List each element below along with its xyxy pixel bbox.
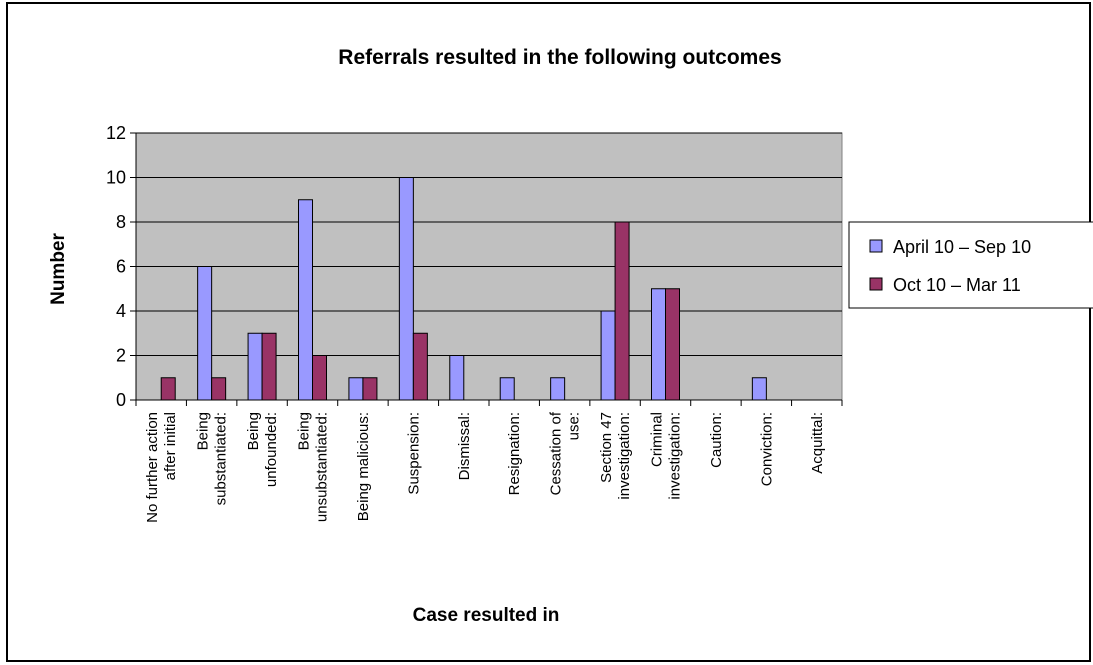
bar: [665, 288, 680, 401]
legend: April 10 – Sep 10 Oct 10 – Mar 11: [848, 221, 1093, 309]
bar: [449, 355, 465, 401]
y-tick-label: 2: [116, 346, 126, 366]
bar: [614, 221, 630, 401]
y-tick-label: 6: [116, 257, 126, 277]
x-category-label: investigation:: [667, 412, 684, 500]
x-category-label: Being: [245, 412, 262, 450]
plot-area: 0 2 4 6 8 10 12 No further action after initial B…: [106, 123, 843, 523]
bar: [348, 377, 364, 401]
x-category-label: Acquittal:: [809, 412, 826, 474]
x-category-label: investigation:: [616, 412, 633, 500]
x-category-label: unfounded:: [263, 412, 280, 487]
chart-title: Referrals resulted in the following outc…: [338, 46, 781, 69]
x-category-label: Section 47: [598, 412, 615, 483]
y-tick-label: 10: [106, 168, 126, 188]
bar: [197, 266, 213, 401]
x-category-label: Suspension:: [405, 412, 422, 495]
legend-swatch-oct-mar: [869, 277, 883, 291]
x-category-label: Being: [296, 412, 313, 450]
x-category-label: unsubstantiated:: [314, 412, 331, 522]
y-tick-label: 4: [116, 301, 126, 321]
bar: [600, 310, 616, 401]
bar: [499, 377, 515, 401]
y-tick-label: 8: [116, 212, 126, 232]
x-category-label: Being: [195, 412, 212, 450]
legend-box: [848, 221, 1093, 309]
x-category-label: use:: [566, 412, 583, 440]
x-category-label: No further action: [144, 412, 161, 523]
x-category-label: Caution:: [708, 412, 725, 468]
x-category-label: Criminal: [649, 412, 666, 467]
x-category-label: Resignation:: [506, 412, 523, 495]
bar-chart: Referrals resulted in the following outc…: [48, 46, 1093, 626]
bar: [298, 199, 313, 401]
bar: [398, 177, 414, 401]
y-tick-label: 12: [106, 123, 126, 143]
bar: [550, 377, 566, 401]
legend-label-april-sep: April 10 – Sep 10: [893, 237, 1031, 257]
x-category-label: substantiated:: [213, 412, 230, 505]
legend-label-oct-mar: Oct 10 – Mar 11: [893, 275, 1021, 295]
x-axis-title: Case resulted in: [413, 605, 560, 626]
x-category-label: Cessation of: [548, 411, 565, 495]
bar: [312, 355, 327, 401]
bar: [362, 377, 378, 401]
bar: [160, 377, 176, 401]
bar: [247, 332, 263, 401]
x-category-label: Being malicious:: [355, 412, 372, 521]
bar: [211, 377, 227, 401]
x-category-label: Dismissal:: [456, 412, 473, 480]
y-axis-title: Number: [48, 233, 69, 305]
bar: [751, 377, 767, 401]
x-category-label: after initial: [162, 412, 179, 480]
bar: [651, 288, 666, 401]
legend-swatch-april-sep: [869, 239, 883, 253]
y-tick-label: 0: [116, 390, 126, 410]
x-category-label: Conviction:: [758, 412, 775, 486]
bar: [412, 332, 428, 401]
chart-frame: Referrals resulted in the following outc…: [6, 2, 1093, 662]
bar: [261, 332, 277, 401]
